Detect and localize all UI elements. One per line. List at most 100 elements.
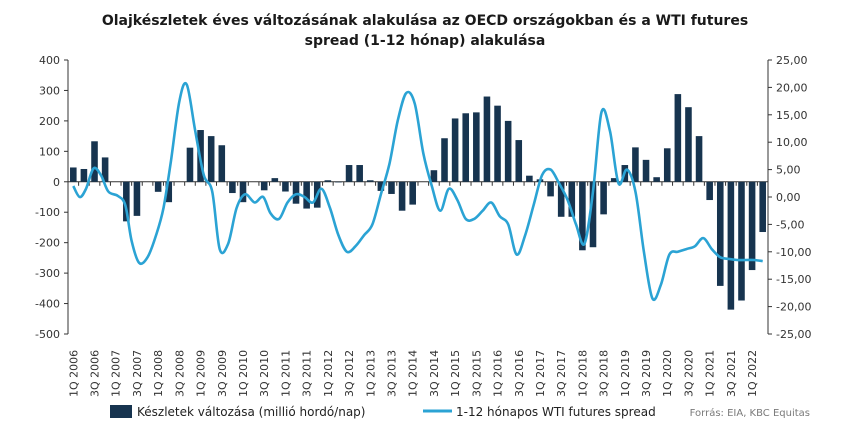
x-axis-tick-label: 1Q 2006 — [67, 350, 80, 397]
chart-title-line-2: spread (1-12 hónap) alakulása — [305, 33, 546, 49]
bar — [706, 181, 713, 201]
bar — [356, 165, 363, 182]
bar — [260, 181, 268, 191]
x-axis-tick-label: 1Q 2018 — [576, 350, 589, 397]
bar-series — [70, 94, 766, 310]
bar — [207, 136, 215, 182]
x-axis-tick-label: 1Q 2008 — [152, 350, 165, 397]
chart-title-line-1: Olajkészletek éves változásának alakulás… — [102, 13, 748, 29]
bar — [324, 180, 332, 182]
bar — [165, 181, 173, 203]
bar — [101, 157, 109, 182]
x-axis-tick-label: 1Q 2011 — [279, 350, 292, 397]
bar — [218, 145, 226, 182]
left-axis-tick-label: 300 — [39, 84, 60, 97]
bar — [695, 136, 703, 182]
bar — [239, 181, 247, 203]
right-axis-tick-label: 25,00 — [776, 54, 808, 67]
x-axis-tick-label: 3Q 2018 — [598, 350, 611, 397]
left-axis-tick-label: -300 — [35, 267, 60, 280]
left-axis-tick-labels: 400 300 200 100 0 -100 -200 -300 -400 -500 — [35, 54, 60, 341]
bar — [70, 167, 77, 182]
bar — [727, 181, 735, 310]
bar — [388, 181, 395, 194]
source-note: Forrás: EIA, KBC Equitas — [690, 407, 810, 419]
bar — [473, 112, 480, 182]
bar — [441, 138, 448, 182]
bar — [610, 178, 618, 182]
right-axis-tick-label: 20,00 — [776, 81, 808, 94]
right-axis-tick-label: -10,00 — [776, 246, 811, 259]
bar — [526, 175, 533, 182]
right-axis-tick-label: -5,00 — [776, 218, 804, 231]
bar — [515, 140, 523, 182]
bar — [579, 181, 586, 251]
x-axis-tick-label: 1Q 2012 — [322, 350, 335, 397]
bar — [653, 177, 660, 182]
bar — [738, 181, 745, 301]
bar — [494, 105, 501, 182]
legend-bar-label: Készletek változása (millió hordó/nap) — [137, 405, 365, 419]
bar — [186, 147, 194, 182]
left-axis-tick-label: 400 — [39, 54, 60, 67]
left-axis-tick-label: 100 — [39, 145, 60, 158]
right-axis-tick-label: -25,00 — [776, 328, 811, 341]
left-axis-tick-label: -400 — [35, 298, 60, 311]
left-axis-tick-label: 0 — [53, 176, 60, 189]
x-axis-tick-label: 3Q 2009 — [216, 350, 229, 397]
bar — [345, 165, 353, 182]
bar — [600, 181, 607, 215]
bar — [632, 147, 639, 182]
bar — [462, 113, 470, 182]
x-axis-tick-label: 1Q 2010 — [237, 350, 250, 397]
x-axis-tick-label: 1Q 2020 — [661, 350, 674, 397]
bar — [748, 181, 756, 271]
bar — [759, 181, 766, 233]
x-axis-tick-labels: 1Q 2006 3Q 2006 1Q 2007 3Q 2007 1Q 2008 3Q 20… — [67, 350, 759, 397]
bar — [154, 181, 162, 192]
bar — [271, 178, 279, 182]
x-axis-tick-label: 3Q 2008 — [173, 350, 186, 397]
bar — [335, 181, 342, 183]
x-axis-tick-label: 1Q 2015 — [449, 350, 462, 397]
bar — [133, 181, 141, 216]
right-axis-tick-labels: 25,00 20,00 15,00 10,00 5,00 0,00 -5,00 -10,00 -… — [776, 54, 811, 341]
bar — [430, 170, 438, 182]
bar — [589, 181, 597, 248]
x-axis-tick-label: 3Q 2017 — [555, 350, 568, 397]
right-axis-tick-label: 5,00 — [776, 164, 801, 177]
chart-axes — [64, 59, 772, 335]
bar — [123, 181, 130, 222]
x-axis-tick-label: 1Q 2014 — [407, 350, 420, 397]
wti-spread-line — [72, 82, 763, 301]
bar — [80, 168, 88, 182]
left-axis-tick-label: 200 — [39, 115, 60, 128]
x-axis-tick-label: 3Q 2011 — [301, 350, 314, 397]
x-axis-tick-label: 3Q 2016 — [513, 350, 526, 397]
x-axis-tick-label: 1Q 2019 — [619, 350, 632, 397]
bar — [504, 120, 512, 182]
bar — [366, 180, 374, 182]
left-axis-tick-label: -100 — [35, 206, 60, 219]
bar — [716, 181, 724, 286]
x-axis-tick-label: 3Q 2006 — [89, 350, 102, 397]
x-axis-tick-label: 3Q 2019 — [640, 350, 653, 397]
right-axis-tick-label: 15,00 — [776, 109, 808, 122]
bar — [483, 96, 491, 182]
x-axis-tick-label: 3Q 2012 — [343, 350, 356, 397]
bar — [557, 181, 565, 217]
x-axis-tick-label: 3Q 2013 — [386, 350, 399, 397]
bar — [398, 181, 406, 211]
right-axis-tick-label: -15,00 — [776, 273, 811, 286]
left-axis-tick-label: -200 — [35, 237, 60, 250]
x-axis-tick-label: 1Q 2013 — [364, 350, 377, 397]
bar — [663, 148, 671, 182]
x-axis-tick-label: 1Q 2021 — [704, 350, 717, 397]
bar — [642, 159, 650, 182]
right-axis-tick-label: 10,00 — [776, 136, 808, 149]
bar — [685, 107, 692, 182]
bar — [568, 181, 576, 217]
x-axis-tick-label: 1Q 2007 — [110, 350, 123, 397]
right-axis-tick-label: -20,00 — [776, 301, 811, 314]
bar — [409, 181, 416, 205]
